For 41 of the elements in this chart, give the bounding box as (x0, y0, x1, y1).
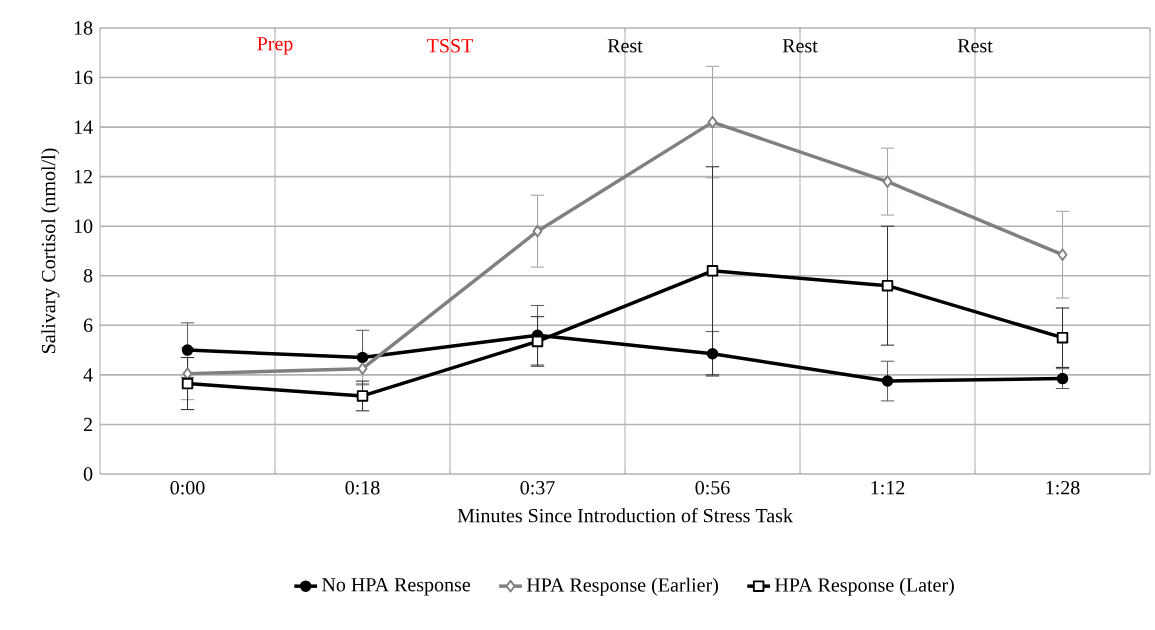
point (707, 115, 718, 129)
x-tick-label: 0:56 (695, 480, 730, 495)
annotation: Rest (782, 39, 818, 53)
x-tick-label: 1:12 (871, 480, 905, 495)
y-tick-label: 6 (83, 318, 93, 333)
point (181, 377, 194, 390)
annotation: TSST (427, 39, 474, 53)
point (881, 279, 894, 292)
x-tick-label: 0:18 (345, 480, 380, 495)
y-tick-label: 4 (83, 368, 93, 382)
annotation: Rest (957, 39, 993, 53)
y-tick-label: 12 (74, 170, 92, 184)
legend-label: HPA Response (Later) (775, 577, 954, 596)
x-axis-title: Minutes Since Introduction of Stress Task (457, 508, 793, 523)
point (706, 265, 719, 277)
x-tick-label: 1:28 (1046, 480, 1080, 495)
point (181, 344, 194, 356)
point (357, 362, 368, 375)
legend-label: HPA Response (Earlier) (526, 577, 718, 596)
point (1057, 248, 1068, 261)
legend-label: No HPA Response (322, 578, 471, 596)
y-tick-label: 16 (74, 70, 93, 85)
point (532, 224, 543, 238)
y-tick-label: 8 (83, 269, 93, 283)
point (356, 390, 369, 402)
point (882, 175, 893, 188)
point (1056, 331, 1069, 344)
annotation: Rest (607, 39, 643, 53)
y-tick-label: 10 (74, 219, 93, 233)
annotation: Prep (257, 37, 293, 55)
y-axis-title: Salivary Cortisol (nmol/l) (41, 148, 60, 353)
point (356, 351, 369, 364)
x-tick-label: 0:00 (170, 480, 205, 495)
y-tick-label: 2 (83, 417, 92, 432)
y-tick-label: 14 (74, 120, 93, 134)
point (706, 348, 719, 360)
y-tick-label: 18 (74, 21, 93, 35)
x-tick-label: 0:37 (520, 480, 555, 495)
point (1056, 372, 1069, 385)
y-tick-label: 0 (83, 467, 93, 481)
point (881, 375, 894, 387)
